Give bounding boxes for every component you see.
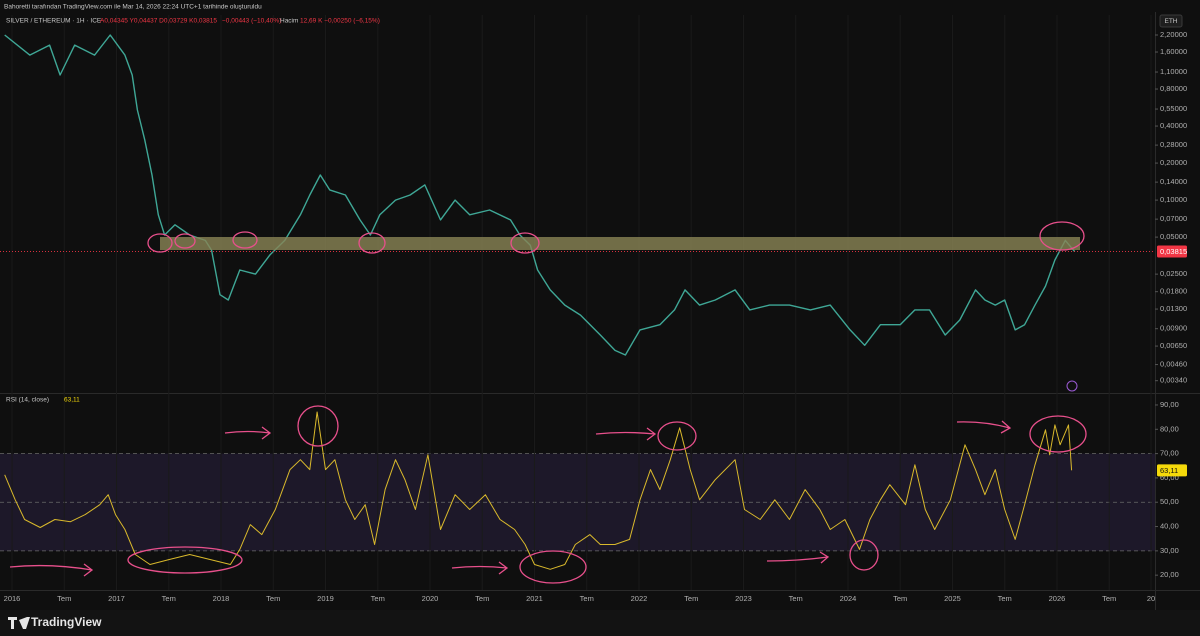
legend: SILVER / ETHEREUM · 1H · ICE A0,04345 Y0… (6, 18, 380, 404)
footer-bar (0, 610, 1200, 636)
currency: ETH (1165, 18, 1178, 25)
y-tick-label: 0,01800 (1160, 287, 1187, 296)
y-tick-label: 0,55000 (1160, 104, 1187, 113)
x-tick-label: 2021 (526, 594, 543, 603)
y-tick-label: 0,07000 (1160, 214, 1187, 223)
x-tick-label: Tem (371, 594, 385, 603)
circle (519, 550, 587, 584)
x-tick-label: 2020 (422, 594, 439, 603)
y-tick-label: 0,02500 (1160, 269, 1187, 278)
x-tick-label: Tem (266, 594, 280, 603)
circle (147, 233, 173, 253)
change: −0,00443 (−10,40%) (222, 18, 281, 25)
circle (358, 232, 386, 254)
x-tick-label: Tem (57, 594, 71, 603)
y-tick-label: 1,60000 (1160, 47, 1187, 56)
x-tick-label: 20 (1147, 594, 1155, 603)
x-tick-label: Tem (580, 594, 594, 603)
circle (1039, 221, 1085, 251)
y-tick-label: 0,00650 (1160, 341, 1187, 350)
x-tick-label: 2026 (1049, 594, 1066, 603)
arrow (451, 561, 509, 575)
circle (174, 233, 196, 249)
ohlc: A0,04345 Y0,04437 D0,03729 K0,03815 (100, 18, 217, 25)
arrow (9, 563, 94, 577)
y-tick-label: 0,00340 (1160, 376, 1187, 385)
marks (0, 34, 1155, 570)
x-tick-label: 2022 (631, 594, 648, 603)
y-tick-label: 0,28000 (1160, 140, 1187, 149)
x-tick-label: Tem (684, 594, 698, 603)
circle (297, 405, 339, 447)
y-tick-label: 0,80000 (1160, 84, 1187, 93)
y-tick-label: 20,00 (1160, 570, 1179, 579)
credit: Bahoretti tarafından TradingView.com ile… (4, 4, 262, 11)
x-tick-label: 2017 (108, 594, 125, 603)
y-tick-label: 60,00 (1160, 473, 1179, 482)
rsi-value: 63,11 (64, 397, 80, 404)
x-tick-label: 2025 (944, 594, 961, 603)
grid (0, 15, 1158, 590)
x-tick-label: 2024 (840, 594, 857, 603)
circle (127, 546, 243, 574)
rsi-title: RSI (14, close) (6, 397, 49, 404)
y-tick-label: 0,00900 (1160, 324, 1187, 333)
circle (1029, 415, 1087, 453)
rsi-line (4, 411, 1073, 570)
y-tick-label: 50,00 (1160, 497, 1179, 506)
last-value-label: 0,03815 (1160, 247, 1187, 256)
arrow (595, 427, 657, 441)
y-tick-label: 0,10000 (1160, 195, 1187, 204)
arrow (224, 426, 272, 440)
circle (232, 231, 258, 249)
volume-label: Hacim (280, 18, 298, 25)
x-tick-label: 2019 (317, 594, 334, 603)
x-tick-label: 2016 (4, 594, 21, 603)
y-tick-label: 0,40000 (1160, 121, 1187, 130)
annotations (9, 221, 1087, 584)
currency-badge (1159, 14, 1183, 28)
arrow (956, 420, 1012, 434)
y-tick-label: 0,14000 (1160, 177, 1187, 186)
circle (849, 539, 879, 571)
y-tick-label: 40,00 (1160, 522, 1179, 531)
y-tick-label: 30,00 (1160, 546, 1179, 555)
circle (657, 421, 697, 451)
y-tick-label: 0,00460 (1160, 360, 1187, 369)
x-tick-label: 2018 (213, 594, 230, 603)
x-tick-label: Tem (162, 594, 176, 603)
x-tick-label: Tem (998, 594, 1012, 603)
brand: TradingView (31, 615, 102, 629)
y-tick-label: 0,20000 (1160, 158, 1187, 167)
y-tick-label: 80,00 (1160, 424, 1179, 433)
x-tick-label: Tem (1102, 594, 1116, 603)
x-tick-label: Tem (893, 594, 907, 603)
logo-icon (8, 617, 30, 629)
brand-logo: TradingView (8, 615, 102, 629)
event-icon (1066, 380, 1078, 392)
circle (510, 232, 540, 254)
support-zone (160, 237, 1080, 250)
last-value-label: 63,11 (1160, 466, 1178, 475)
y-tick-label: 70,00 (1160, 449, 1179, 458)
y-tick-label: 0,05000 (1160, 232, 1187, 241)
last-value-badge (1157, 464, 1187, 477)
arrow (766, 551, 830, 564)
y-tick-label: 2,20000 (1160, 30, 1187, 39)
y-tick-label: 0,01300 (1160, 304, 1187, 313)
x-tick-label: 2023 (735, 594, 752, 603)
y-tick-label: 1,10000 (1160, 67, 1187, 76)
price-line (4, 34, 1076, 356)
y-tick-label: 90,00 (1160, 400, 1179, 409)
symbol: SILVER / ETHEREUM · 1H · ICE (6, 18, 102, 25)
last-value-badge (1157, 245, 1187, 258)
x-tick-label: Tem (789, 594, 803, 603)
x-tick-label: Tem (475, 594, 489, 603)
volume: 12,69 K −0,00250 (−6,15%) (300, 18, 380, 25)
